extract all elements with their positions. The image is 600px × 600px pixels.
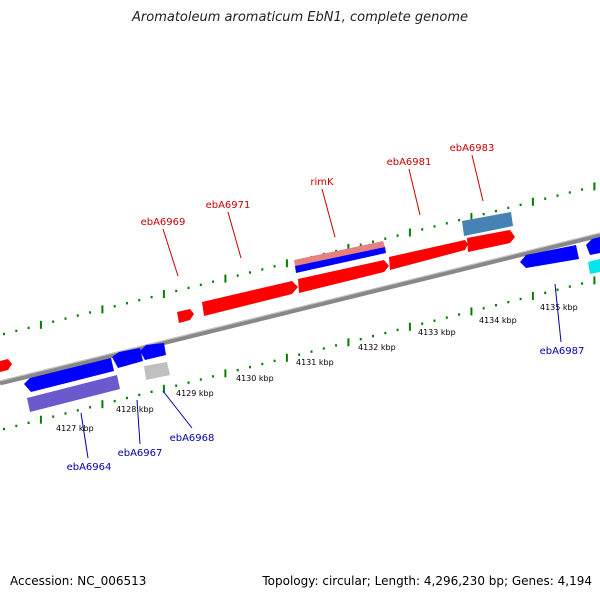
forward-features	[0, 212, 515, 372]
kbp-label: 4130 kbp	[236, 374, 274, 383]
gene-arrow[interactable]	[586, 237, 600, 255]
gene-label-ebA6968[interactable]: ebA6968	[170, 433, 215, 444]
gene-labels: ebA6969 ebA6971 rimK ebA6981 ebA6983 ebA…	[67, 143, 585, 473]
label-leaders	[80, 154, 562, 459]
gene-label-ebA6971[interactable]: ebA6971	[206, 200, 251, 211]
feature-box-cyan[interactable]	[588, 259, 600, 274]
rimK-domain-upper[interactable]	[294, 241, 385, 266]
gene-label-ebA6964[interactable]: ebA6964	[67, 462, 112, 473]
feature-box-gray[interactable]	[144, 362, 170, 380]
gene-arrow-ebA6968[interactable]	[140, 343, 166, 360]
kbp-label: 4129 kbp	[176, 389, 214, 398]
gene-label-ebA6981[interactable]: ebA6981	[387, 157, 432, 168]
leader-line	[80, 412, 89, 459]
leader-line	[136, 399, 141, 445]
leader-line	[162, 390, 193, 429]
gene-arrow-ebA6983[interactable]	[467, 230, 515, 252]
kbp-label: 4128 kbp	[116, 405, 154, 414]
gene-arrow-ebA6969[interactable]	[202, 281, 298, 316]
feature-box-steelblue[interactable]	[462, 212, 513, 236]
gene-arrow-ebA6964[interactable]	[24, 358, 114, 392]
kbp-label: 4131 kbp	[296, 358, 334, 367]
genome-title: Aromatoleum aromaticum EbN1, complete ge…	[132, 10, 468, 25]
leader-line	[554, 283, 562, 343]
gene-label-ebA6967[interactable]: ebA6967	[118, 448, 163, 459]
genome-summary-text: Topology: circular; Length: 4,296,230 bp…	[262, 574, 592, 588]
gene-label-rimK[interactable]: rimK	[310, 177, 334, 188]
reverse-features	[24, 237, 600, 412]
gene-label-ebA6987[interactable]: ebA6987	[540, 346, 585, 357]
rimK-domain-lower[interactable]	[295, 247, 386, 273]
kbp-label: 4132 kbp	[358, 343, 396, 352]
top-tick-track	[3, 182, 596, 336]
leader-line	[227, 211, 242, 259]
gene-arrow[interactable]	[177, 309, 194, 323]
gene-arrow-ebA6981[interactable]	[389, 240, 468, 270]
leader-line	[408, 168, 421, 216]
gene-label-ebA6983[interactable]: ebA6983	[450, 143, 495, 154]
genome-backbone	[0, 232, 600, 386]
genome-backbone-highlight	[0, 232, 600, 382]
feature-box-slateblue[interactable]	[27, 375, 120, 412]
accession-text: Accession: NC_006513	[10, 574, 147, 588]
kbp-label: 4133 kbp	[418, 328, 456, 337]
kbp-labels: 4127 kbp 4128 kbp 4129 kbp 4130 kbp 4131…	[56, 303, 578, 433]
leader-line	[471, 154, 484, 202]
bottom-tick-track	[3, 276, 596, 431]
kbp-label: 4134 kbp	[479, 316, 517, 325]
gene-label-ebA6969[interactable]: ebA6969	[141, 217, 186, 228]
leader-line	[162, 228, 179, 277]
gene-arrow-ebA6987[interactable]	[520, 245, 579, 268]
kbp-label: 4135 kbp	[540, 303, 578, 312]
gene-arrow-rimK[interactable]	[298, 260, 389, 293]
gene-arrow[interactable]	[0, 359, 12, 372]
gene-arrow-ebA6967[interactable]	[112, 348, 143, 368]
leader-line	[321, 188, 336, 238]
kbp-label: 4127 kbp	[56, 424, 94, 433]
